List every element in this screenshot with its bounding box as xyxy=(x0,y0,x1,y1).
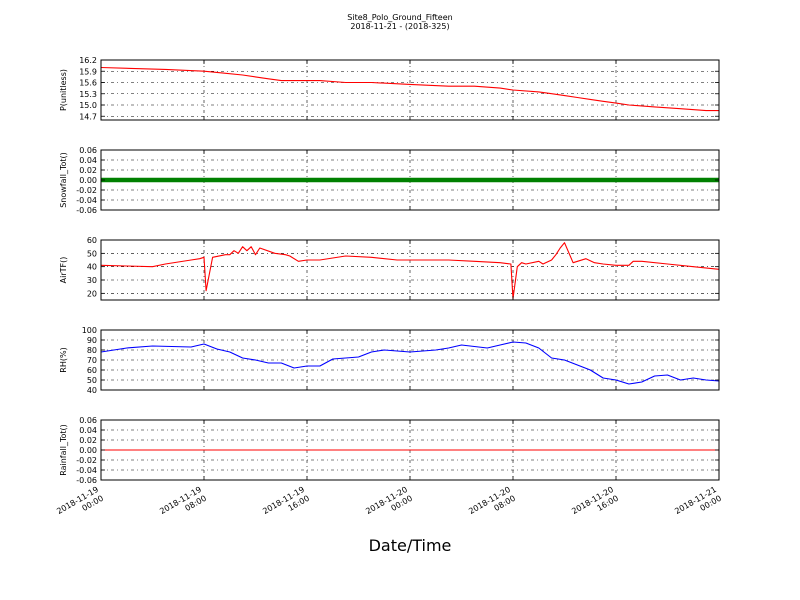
y-tick-label: 40 xyxy=(87,263,97,272)
y-tick-label: 40 xyxy=(87,386,97,395)
x-axis-label: Date/Time xyxy=(369,536,452,555)
y-tick-label: 60 xyxy=(87,366,97,375)
y-tick-label: 16.2 xyxy=(79,56,97,65)
y-tick-label: 0.00 xyxy=(79,446,97,455)
y-tick-label: 50 xyxy=(87,249,97,258)
y-tick-label: 0.06 xyxy=(79,416,97,425)
y-tick-label: 50 xyxy=(87,376,97,385)
x-tick-label: 2018-11-2100:00 xyxy=(673,485,723,525)
y-tick-label: -0.06 xyxy=(76,476,97,485)
subplot-stack: 16.215.915.615.315.014.7P(unitless)0.060… xyxy=(59,56,720,485)
y-tick-label: 15.3 xyxy=(79,90,97,99)
y-axis-label: AirTF() xyxy=(59,257,68,284)
x-tick-label: 2018-11-2000:00 xyxy=(364,485,414,525)
x-tick-label: 2018-11-1916:00 xyxy=(261,485,311,525)
chart-subtitle: 2018-11-21 - (2018-325) xyxy=(350,22,449,31)
series-line xyxy=(100,242,720,300)
subplot-3: 60 50 40 30 20 AirTF() xyxy=(59,236,720,301)
y-tick-label: 60 xyxy=(87,236,97,245)
y-tick-label: 0.06 xyxy=(79,146,97,155)
y-tick-label: -0.02 xyxy=(76,186,97,195)
y-tick-label: 15.6 xyxy=(79,79,97,88)
series-line xyxy=(100,341,720,385)
subplot-2: 0.060.040.020.00-0.02-0.04-0.06 Snowfall_… xyxy=(59,146,720,215)
y-tick-label: 0.00 xyxy=(79,176,97,185)
subplot-1: 16.2 15.9 15.6 15.3 15.0 14.7 P(unitless) xyxy=(59,56,720,121)
y-tick-label: 80 xyxy=(87,346,97,355)
y-tick-label: 70 xyxy=(87,356,97,365)
y-tick-label: 15.9 xyxy=(79,67,97,76)
chart-title: Site8_Polo_Ground_Fifteen xyxy=(347,13,452,22)
x-tick-label: 2018-11-2008:00 xyxy=(467,485,517,525)
x-tick-label: 2018-11-1908:00 xyxy=(158,485,208,525)
y-tick-label: 0.04 xyxy=(79,156,97,165)
y-tick-label: 30 xyxy=(87,276,97,285)
y-axis-label: RH(%) xyxy=(59,347,68,372)
series-line xyxy=(100,66,719,112)
x-tick-label: 2018-11-2016:00 xyxy=(570,485,620,525)
y-tick-label: -0.04 xyxy=(76,196,97,205)
y-tick-label: 100 xyxy=(82,326,97,335)
y-tick-label: 15.0 xyxy=(79,101,97,110)
y-tick-label: 20 xyxy=(87,289,97,298)
y-tick-label: -0.02 xyxy=(76,456,97,465)
x-axis-ticks: 2018-11-1900:00 2018-11-1908:00 2018-11-19… xyxy=(55,485,723,525)
y-axis-label: Rainfall_Tot() xyxy=(59,424,68,476)
y-tick-label: 0.02 xyxy=(79,436,97,445)
y-axis-label: P(unitless) xyxy=(59,69,68,111)
y-tick-label: 0.04 xyxy=(79,426,97,435)
y-tick-label: 0.02 xyxy=(79,166,97,175)
y-tick-label: 14.7 xyxy=(79,112,97,121)
y-tick-label: -0.04 xyxy=(76,466,97,475)
y-tick-label: 90 xyxy=(87,336,97,345)
y-tick-label: -0.06 xyxy=(76,206,97,215)
y-axis-label: Snowfall_Tot() xyxy=(59,152,68,208)
x-tick-label: 2018-11-1900:00 xyxy=(55,485,105,525)
subplot-5: 0.060.040.020.00-0.02-0.04-0.06 Rainfall_… xyxy=(59,416,720,485)
